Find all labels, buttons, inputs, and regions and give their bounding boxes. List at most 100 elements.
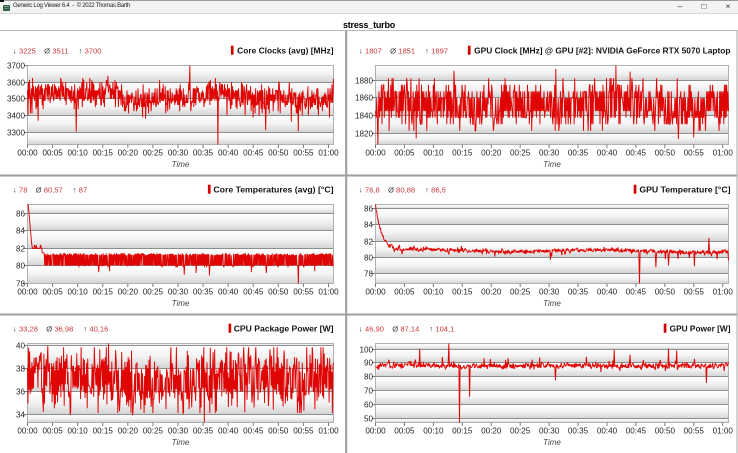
svg-text:01:00: 01:00	[713, 149, 734, 158]
svg-text:00:20: 00:20	[481, 149, 502, 158]
svg-text:78: 78	[16, 279, 26, 288]
svg-text:3700: 3700	[7, 61, 26, 70]
svg-text:01:00: 01:00	[713, 427, 734, 436]
svg-text:00:10: 00:10	[423, 427, 444, 436]
svg-text:01:00: 01:00	[713, 288, 734, 297]
svg-text:00:50: 00:50	[655, 149, 676, 158]
svg-text:00:50: 00:50	[268, 149, 289, 158]
svg-text:00:25: 00:25	[143, 427, 164, 436]
svg-text:Time: Time	[172, 160, 190, 169]
svg-text:00:10: 00:10	[68, 288, 89, 297]
svg-text:00:35: 00:35	[193, 288, 214, 297]
svg-text:00:30: 00:30	[168, 149, 189, 158]
svg-text:00:10: 00:10	[68, 149, 89, 158]
svg-text:00:30: 00:30	[168, 427, 189, 436]
svg-text:CPU Package Power [W]: CPU Package Power [W]	[234, 324, 334, 334]
svg-text:100: 100	[359, 345, 373, 354]
svg-text:82: 82	[16, 244, 26, 253]
svg-text:00:30: 00:30	[168, 288, 189, 297]
svg-text:34: 34	[16, 410, 26, 419]
svg-text:00:50: 00:50	[655, 288, 676, 297]
svg-text:00:35: 00:35	[568, 427, 589, 436]
svg-text:1860: 1860	[355, 93, 374, 102]
svg-text:Time: Time	[172, 438, 190, 447]
svg-text:00:20: 00:20	[118, 149, 139, 158]
svg-text:00:55: 00:55	[684, 288, 705, 297]
svg-text:1840: 1840	[355, 111, 374, 120]
svg-text:00:15: 00:15	[452, 427, 473, 436]
svg-text:00:45: 00:45	[626, 288, 647, 297]
svg-text:00:55: 00:55	[684, 427, 705, 436]
svg-text:80: 80	[16, 261, 26, 270]
svg-text:80: 80	[364, 372, 374, 381]
svg-text:01:00: 01:00	[318, 288, 339, 297]
svg-text:00:05: 00:05	[394, 149, 415, 158]
svg-text:00:40: 00:40	[597, 288, 618, 297]
svg-text:Core Temperatures (avg) [°C]: Core Temperatures (avg) [°C]	[213, 185, 333, 195]
svg-text:00:00: 00:00	[365, 288, 386, 297]
svg-text:00:15: 00:15	[452, 149, 473, 158]
svg-text:00:05: 00:05	[42, 427, 63, 436]
svg-text:82: 82	[364, 237, 374, 246]
svg-text:Time: Time	[543, 299, 561, 308]
svg-text:00:00: 00:00	[365, 427, 386, 436]
svg-text:00:25: 00:25	[143, 149, 164, 158]
svg-text:00:00: 00:00	[365, 149, 386, 158]
svg-text:00:10: 00:10	[68, 427, 89, 436]
svg-text:00:05: 00:05	[42, 288, 63, 297]
svg-text:36: 36	[16, 387, 26, 396]
svg-text:3400: 3400	[7, 111, 26, 120]
svg-text:00:15: 00:15	[93, 427, 114, 436]
svg-text:00:40: 00:40	[218, 427, 239, 436]
svg-text:Time: Time	[543, 438, 561, 447]
svg-text:GPU Clock [MHz] @ GPU [#2]: NV: GPU Clock [MHz] @ GPU [#2]: NVIDIA GeFor…	[474, 46, 730, 56]
svg-text:3600: 3600	[7, 78, 26, 87]
svg-text:00:45: 00:45	[626, 427, 647, 436]
svg-text:00:40: 00:40	[597, 427, 618, 436]
svg-text:00:55: 00:55	[293, 427, 314, 436]
svg-text:GPU Temperature [°C]: GPU Temperature [°C]	[639, 185, 730, 195]
svg-text:00:25: 00:25	[510, 149, 531, 158]
svg-text:00:35: 00:35	[193, 427, 214, 436]
svg-text:00:00: 00:00	[17, 427, 38, 436]
svg-text:00:35: 00:35	[193, 149, 214, 158]
svg-text:90: 90	[364, 358, 374, 367]
svg-text:60: 60	[364, 400, 374, 409]
svg-text:GPU Power [W]: GPU Power [W]	[670, 324, 731, 334]
svg-text:00:55: 00:55	[684, 149, 705, 158]
svg-text:50: 50	[364, 414, 374, 423]
svg-text:00:15: 00:15	[452, 288, 473, 297]
svg-text:00:05: 00:05	[394, 288, 415, 297]
svg-text:00:00: 00:00	[17, 288, 38, 297]
svg-text:01:00: 01:00	[318, 149, 339, 158]
svg-text:00:45: 00:45	[243, 288, 264, 297]
svg-text:01:00: 01:00	[318, 427, 339, 436]
svg-text:00:10: 00:10	[423, 149, 444, 158]
svg-text:86: 86	[16, 209, 26, 218]
svg-text:00:45: 00:45	[243, 149, 264, 158]
svg-text:00:30: 00:30	[539, 288, 560, 297]
svg-text:80: 80	[364, 253, 374, 262]
svg-text:00:55: 00:55	[293, 288, 314, 297]
svg-text:3500: 3500	[7, 94, 26, 103]
svg-text:00:35: 00:35	[568, 149, 589, 158]
svg-text:00:25: 00:25	[510, 427, 531, 436]
svg-text:00:45: 00:45	[243, 427, 264, 436]
svg-text:Time: Time	[543, 160, 561, 169]
svg-text:86: 86	[364, 204, 374, 213]
svg-text:84: 84	[364, 220, 374, 229]
svg-text:00:15: 00:15	[93, 288, 114, 297]
svg-text:00:05: 00:05	[42, 149, 63, 158]
svg-text:00:15: 00:15	[93, 149, 114, 158]
svg-text:00:10: 00:10	[423, 288, 444, 297]
svg-text:00:25: 00:25	[510, 288, 531, 297]
svg-text:00:35: 00:35	[568, 288, 589, 297]
svg-text:00:40: 00:40	[218, 288, 239, 297]
svg-text:38: 38	[16, 364, 26, 373]
svg-text:1880: 1880	[355, 76, 374, 85]
